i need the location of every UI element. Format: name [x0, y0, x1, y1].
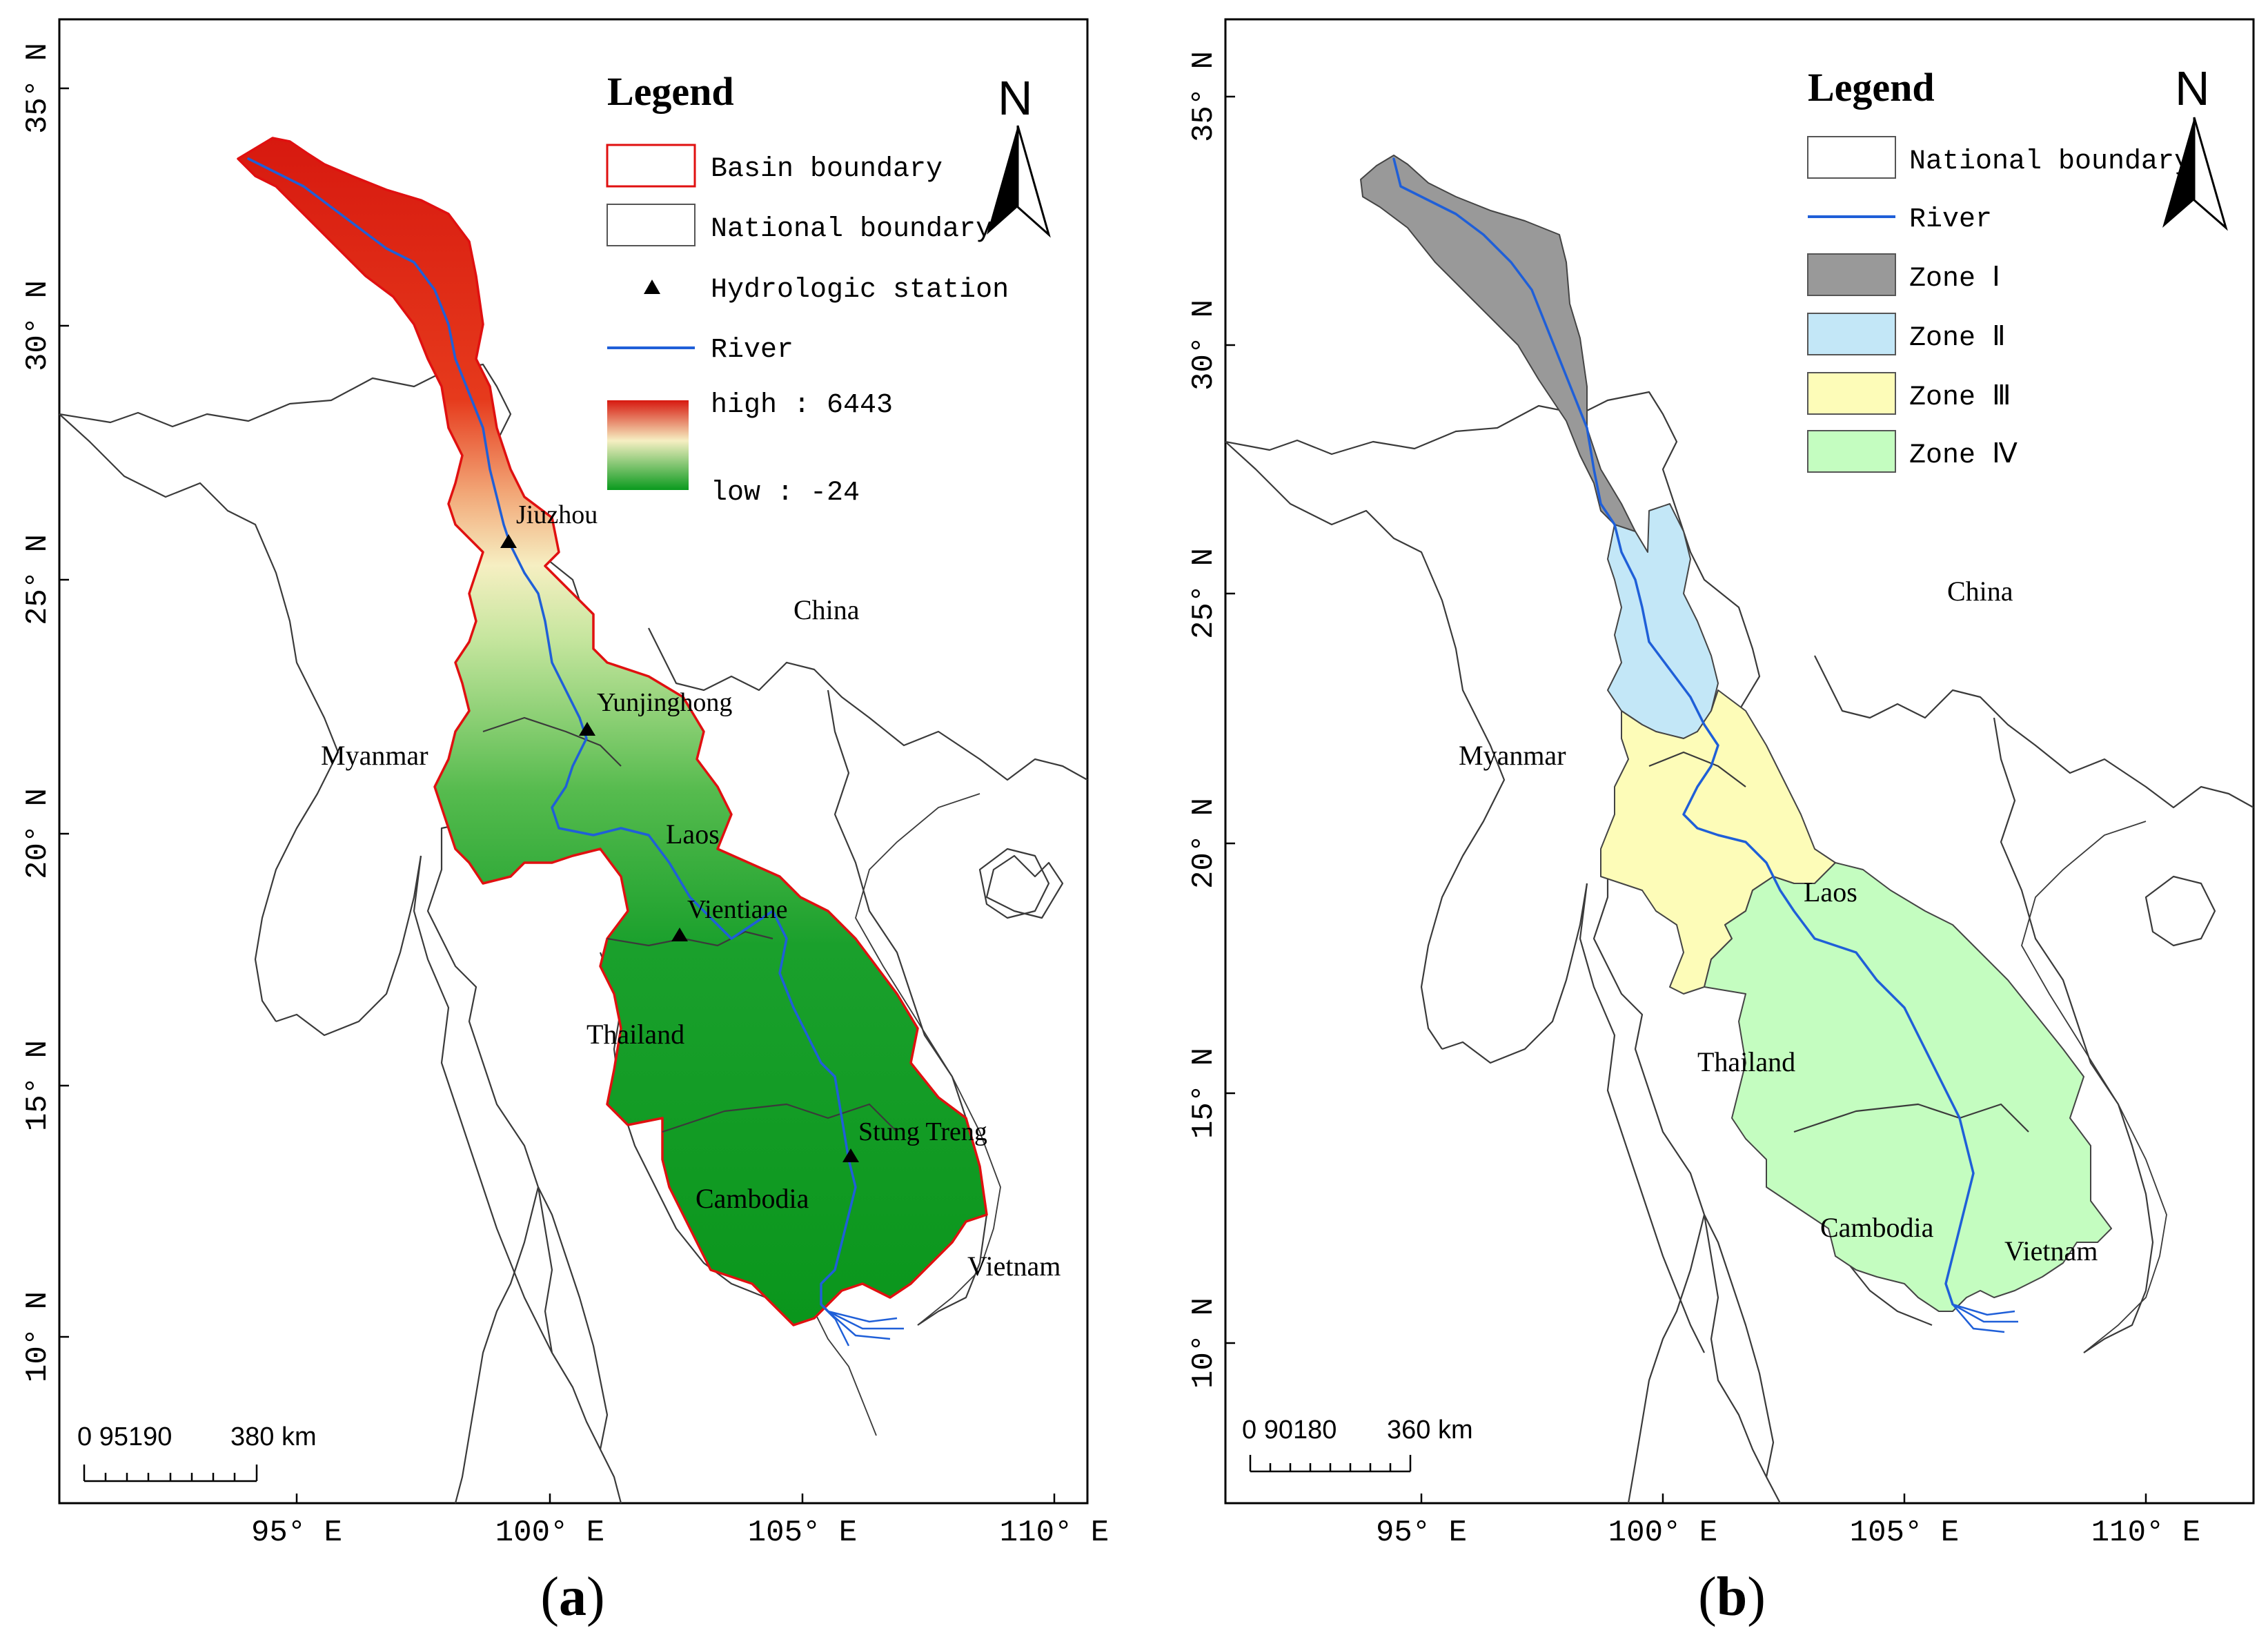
- panel-b-map: China Myanmar Laos Thailand Cambodia Vie…: [1187, 18, 2255, 1627]
- basin-dem: [237, 137, 988, 1326]
- lat-tick-label: 35° N: [21, 43, 55, 134]
- lon-tick-label: 95° E: [251, 1516, 342, 1550]
- lat-tick-label: 25° N: [21, 534, 55, 625]
- station-marker: [500, 534, 517, 548]
- scale-bar-b: 0 90180 360 km: [1242, 1416, 1473, 1473]
- scale-bar-a: 0 95190 380 km: [77, 1422, 317, 1482]
- station-marker: [579, 722, 595, 736]
- legend-dem-high: high : 6443: [711, 390, 893, 421]
- lon-tick-label: 105° E: [1850, 1516, 1959, 1550]
- lat-tick-label: 20° N: [21, 788, 55, 879]
- station-label-yunjinghong: Yunjinghong: [597, 688, 732, 717]
- legend-national-boundary: National boundary: [711, 214, 992, 245]
- legend-hydrologic-station: Hydrologic station: [711, 275, 1009, 306]
- country-label-vietnam: Vietnam: [967, 1251, 1061, 1282]
- legend-title: Legend: [1808, 65, 1935, 110]
- north-arrow-b: N: [2162, 61, 2228, 231]
- lat-tick-label: 30° N: [1187, 300, 1221, 391]
- legend-b: Legend National boundary River Zone Ⅰ Zo…: [1807, 65, 2191, 473]
- legend-zone-4: Zone Ⅳ: [1909, 440, 2018, 471]
- river-delta: [827, 1310, 904, 1347]
- zone-4: [1704, 862, 2112, 1312]
- scale-bar-end: 360 km: [1387, 1416, 1473, 1445]
- mekong-river: [1392, 157, 1975, 1306]
- legend-zone-2: Zone Ⅱ: [1909, 323, 2006, 354]
- station-marker: [671, 928, 688, 941]
- lon-tick-label: 95° E: [1376, 1516, 1467, 1550]
- legend-river: River: [711, 335, 793, 366]
- scale-bar-end: 380 km: [230, 1422, 317, 1451]
- station-label-stung-treng: Stung Treng: [858, 1117, 987, 1146]
- longitude-axis: 95° E 100° E 105° E 110° E: [251, 1494, 1109, 1550]
- internal-boundary: [1793, 1103, 2029, 1133]
- zone-1-swatch: [1807, 253, 1896, 296]
- lat-tick-label: 10° N: [21, 1291, 55, 1382]
- lat-tick-label: 25° N: [1187, 548, 1221, 639]
- hydrologic-stations: Jiuzhou Yunjinghong Vientiane Stung Tren…: [500, 500, 987, 1162]
- zone-2-swatch: [1807, 313, 1896, 355]
- country-label-myanmar: Myanmar: [1459, 740, 1566, 771]
- latitude-axis: 35° N 30° N 25° N 20° N 15° N 10° N: [1187, 51, 1235, 1389]
- national-boundary-swatch: [607, 204, 696, 246]
- station-label-jiuzhou: Jiuzhou: [516, 500, 598, 529]
- lon-tick-label: 100° E: [495, 1516, 604, 1550]
- legend-national-boundary: National boundary: [1909, 146, 2191, 177]
- internal-boundary: [482, 716, 622, 767]
- lat-tick-label: 10° N: [1187, 1298, 1221, 1389]
- legend-basin-boundary: Basin boundary: [711, 154, 943, 185]
- legend-a: Legend Basin boundary National boundary …: [606, 69, 1009, 509]
- internal-boundary: [607, 930, 773, 947]
- country-label-china: China: [1947, 576, 2013, 607]
- legend-title: Legend: [607, 69, 734, 114]
- lat-tick-label: 30° N: [21, 280, 55, 371]
- basin-boundary-swatch: [606, 144, 696, 188]
- national-boundary-swatch: [1807, 136, 1896, 179]
- zone-4-swatch: [1807, 430, 1896, 473]
- lat-tick-label: 20° N: [1187, 798, 1221, 889]
- internal-boundary: [1648, 751, 1746, 787]
- legend-river: River: [1909, 204, 1992, 235]
- country-label-cambodia: Cambodia: [696, 1183, 809, 1214]
- latitude-axis: 35° N 30° N 25° N 20° N 15° N 10° N: [21, 43, 69, 1382]
- legend-dem-low: low : -24: [711, 478, 860, 509]
- national-boundaries: [59, 363, 1088, 1504]
- scale-bar-numbers: 0 90180: [1242, 1416, 1337, 1445]
- internal-boundary: [662, 1103, 898, 1133]
- north-arrow-a: N: [987, 71, 1051, 238]
- legend-zone-1: Zone Ⅰ: [1909, 264, 2000, 295]
- legend-zone-3: Zone Ⅲ: [1909, 382, 2011, 413]
- lon-tick-label: 100° E: [1608, 1516, 1717, 1550]
- longitude-axis: 95° E 100° E 105° E 110° E: [1376, 1494, 2200, 1550]
- station-symbol: [644, 280, 660, 294]
- dem-colorbar: [607, 400, 689, 490]
- panel-label-a: (a): [540, 1567, 604, 1627]
- scale-bar-numbers: 0 95190: [77, 1422, 172, 1451]
- lon-tick-label: 110° E: [2091, 1516, 2200, 1550]
- zone-3-swatch: [1807, 372, 1896, 415]
- country-label-cambodia: Cambodia: [1820, 1212, 1934, 1243]
- mekong-river: [247, 157, 857, 1320]
- country-label-laos: Laos: [1804, 877, 1857, 908]
- north-label: N: [2175, 61, 2210, 115]
- panel-a-map: Jiuzhou Yunjinghong Vientiane Stung Tren…: [21, 18, 1109, 1627]
- station-marker: [842, 1148, 859, 1162]
- country-label-myanmar: Myanmar: [321, 740, 428, 771]
- country-label-vietnam: Vietnam: [2004, 1235, 2098, 1266]
- lat-tick-label: 35° N: [1187, 51, 1221, 142]
- lat-tick-label: 15° N: [21, 1040, 55, 1131]
- country-label-china: China: [793, 594, 860, 625]
- river-delta: [1952, 1303, 2018, 1333]
- lat-tick-label: 15° N: [1187, 1048, 1221, 1139]
- country-label-thailand: Thailand: [1697, 1046, 1795, 1077]
- panel-label-b: (b): [1698, 1567, 1766, 1627]
- country-label-laos: Laos: [666, 819, 720, 850]
- lon-tick-label: 105° E: [748, 1516, 857, 1550]
- north-label: N: [998, 71, 1033, 125]
- station-label-vientiane: Vientiane: [687, 895, 787, 924]
- country-label-thailand: Thailand: [586, 1019, 684, 1050]
- lon-tick-label: 110° E: [1000, 1516, 1109, 1550]
